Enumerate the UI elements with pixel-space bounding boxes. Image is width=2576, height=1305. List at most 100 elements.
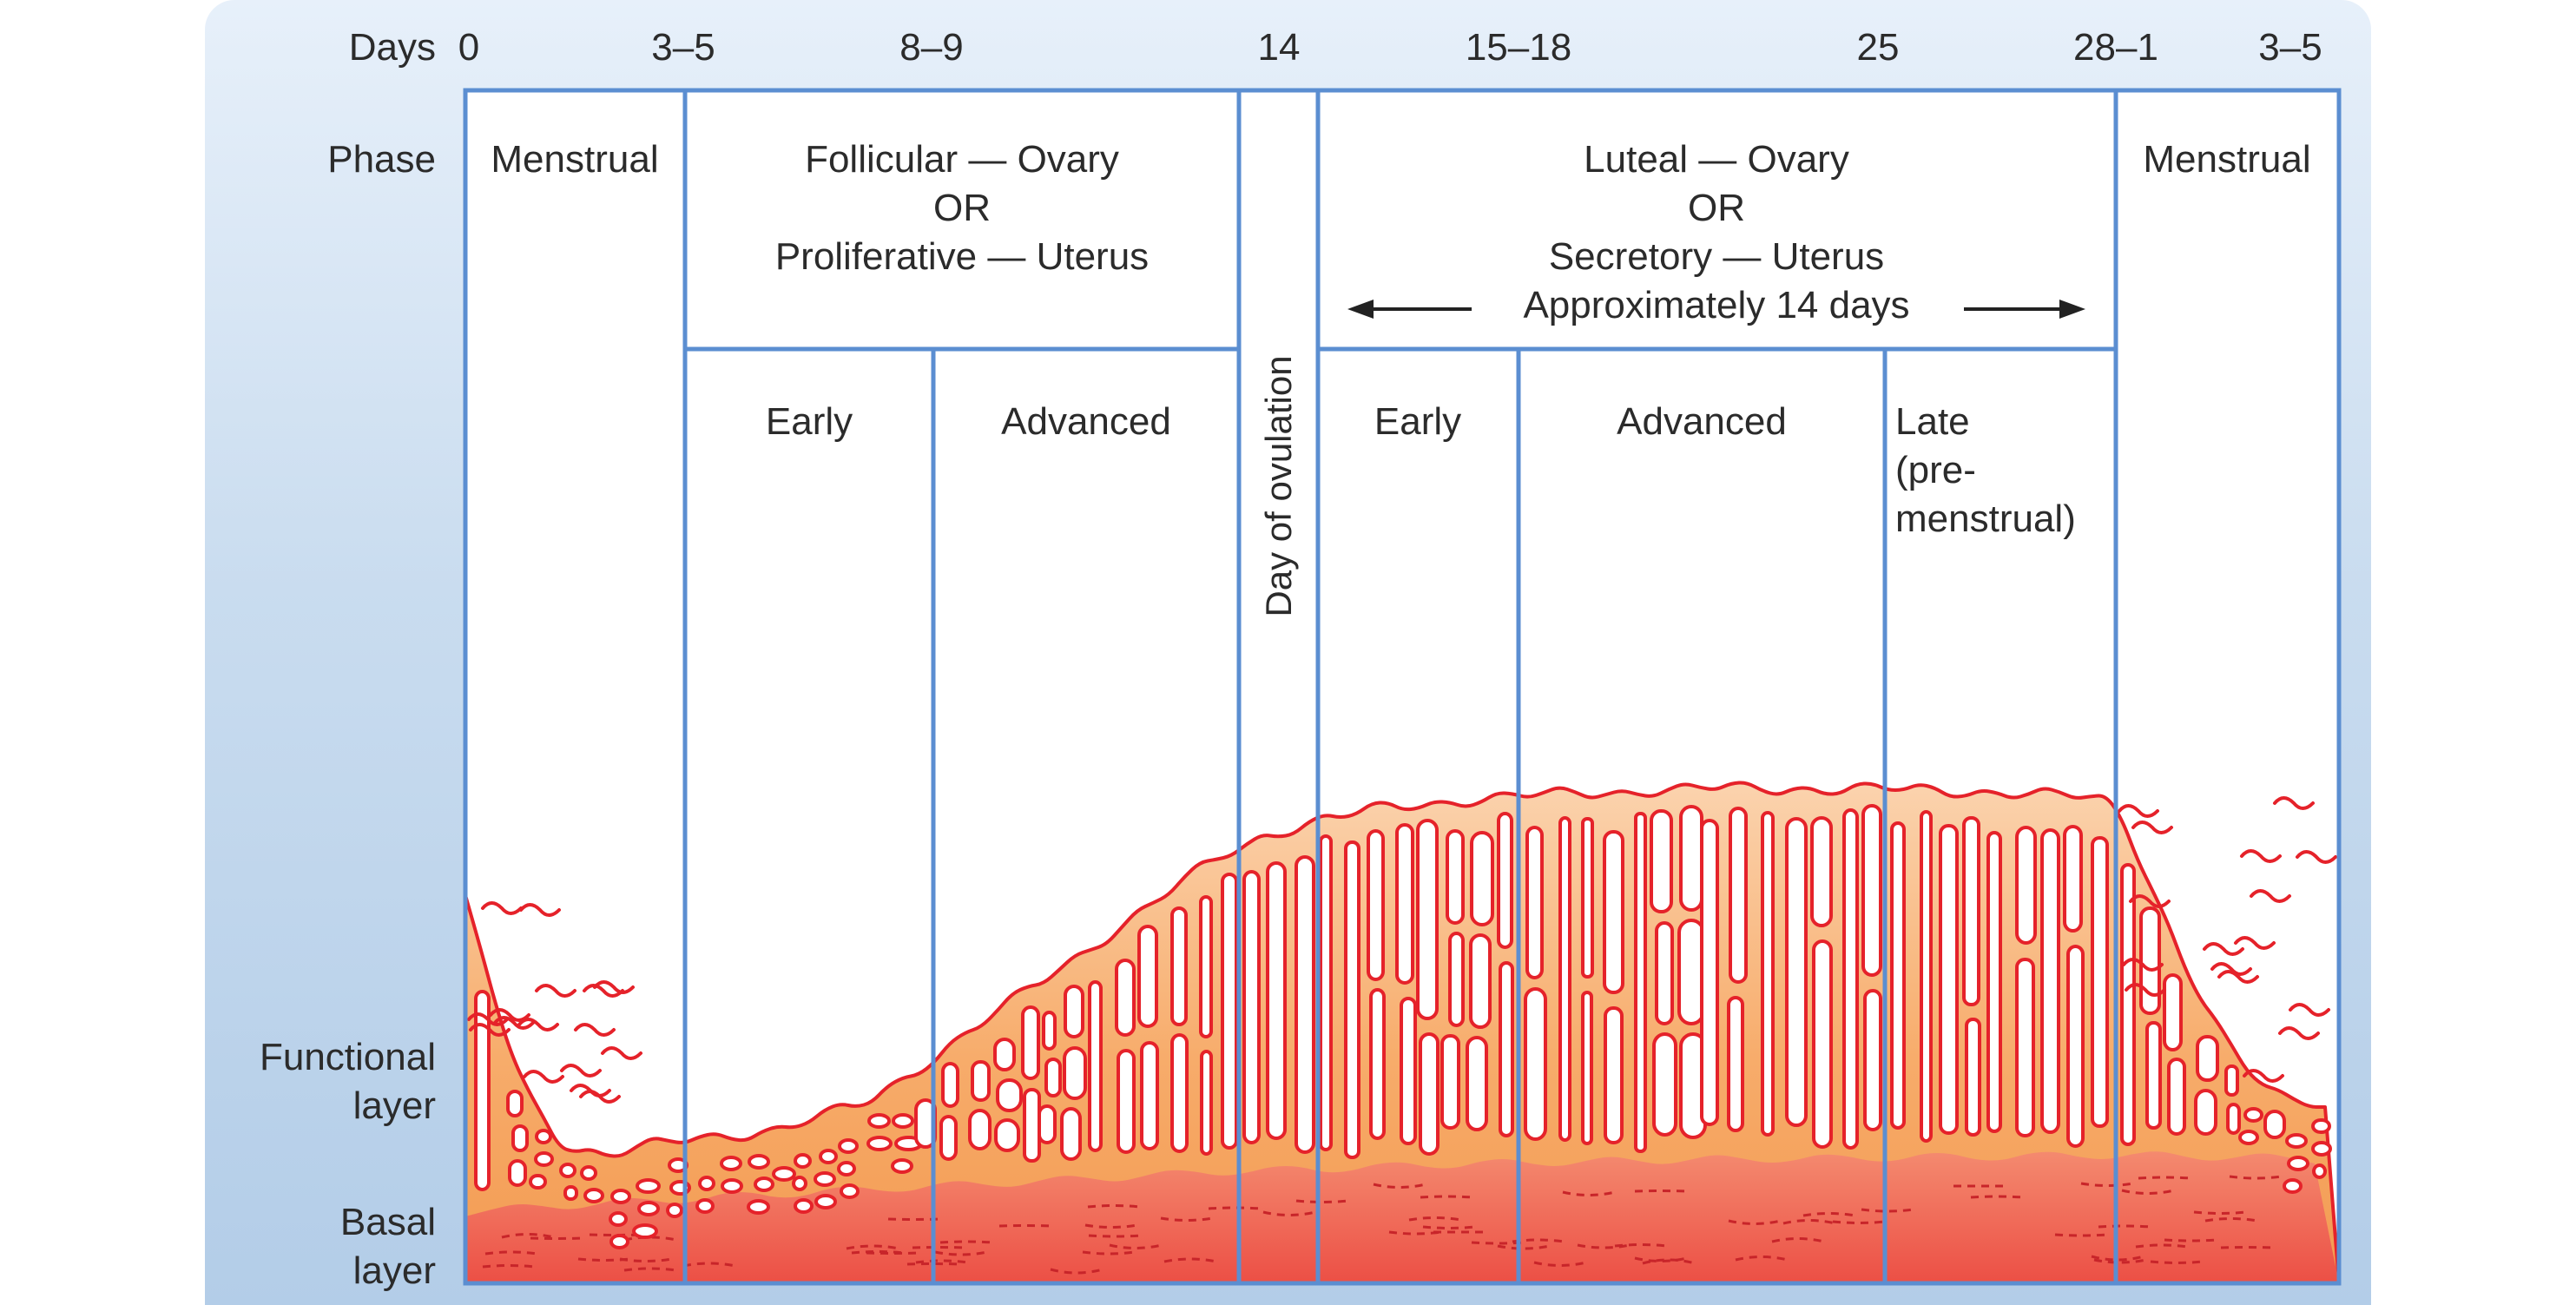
basal-dash — [2135, 1243, 2189, 1249]
gland — [2238, 1130, 2259, 1145]
basal-dash — [2093, 1258, 2147, 1264]
tissue-fragment — [579, 1090, 621, 1104]
tissue-fragment — [2125, 983, 2166, 997]
follicular-early-label: Early — [766, 400, 853, 443]
tissue-fragment — [519, 903, 561, 917]
basal-dash — [623, 1267, 677, 1272]
gland — [1221, 873, 1238, 1150]
gland — [1497, 812, 1513, 949]
basal-dash — [912, 1246, 965, 1249]
gland — [1117, 1049, 1136, 1154]
gland — [1469, 933, 1492, 1029]
duration-arrows — [1347, 300, 2085, 319]
gland — [1367, 829, 1385, 981]
gland — [2224, 1064, 2239, 1097]
gland — [1060, 1107, 1082, 1161]
gland — [1700, 819, 1719, 1126]
functional-layer-label-1: Functional — [260, 1036, 436, 1078]
basal-dash — [1771, 1237, 1825, 1243]
basal-dash — [1373, 1183, 1426, 1189]
day-28-1: 28–1 — [2073, 26, 2158, 69]
gland — [2243, 1107, 2263, 1123]
gland — [1679, 805, 1703, 912]
gland — [580, 1165, 597, 1181]
gland — [1140, 1041, 1159, 1150]
basal-dash — [1050, 1268, 1104, 1275]
basal-dash — [1262, 1210, 1316, 1216]
gland — [2285, 1133, 2308, 1149]
gland — [506, 1090, 524, 1117]
gland — [1785, 817, 1808, 1127]
gland — [1524, 987, 1547, 1141]
gland — [1986, 831, 2002, 1133]
gland — [754, 1176, 774, 1192]
gland — [2015, 958, 2035, 1137]
basal-dash — [1084, 1223, 1138, 1229]
gland — [1295, 855, 1315, 1154]
gland — [1558, 816, 1571, 1142]
ovulation-label: Day of ovulation — [1258, 355, 1299, 616]
basal-dash — [619, 1257, 673, 1262]
menstrual-phase-start: Menstrual — [491, 138, 658, 181]
phase-grid — [463, 88, 2342, 1286]
basal-dash — [2098, 1224, 2151, 1229]
tissue-fragment — [2243, 1069, 2284, 1083]
gland — [1200, 1050, 1213, 1156]
gland — [1581, 817, 1594, 979]
gland — [2063, 825, 2083, 933]
basal-dash — [1861, 1208, 1914, 1213]
gland — [1170, 906, 1188, 1026]
luteal-late-label-2: (pre- — [1895, 449, 1976, 491]
gland — [1727, 996, 1744, 1132]
uterine-glands — [474, 804, 2332, 1249]
gland — [1446, 829, 1465, 925]
functional-layer-label-2: layer — [353, 1084, 436, 1127]
basal-dash — [2220, 1246, 2274, 1249]
gland — [1962, 816, 1980, 1006]
shedding-fragments — [467, 796, 2337, 1104]
basal-dash — [501, 1233, 555, 1239]
basal-dash — [1832, 1220, 1886, 1224]
gland — [2145, 1021, 2162, 1130]
basal-dash — [1802, 1212, 1856, 1217]
gland — [792, 1176, 807, 1191]
gland — [511, 1124, 529, 1152]
basal-dash — [998, 1224, 1052, 1228]
gland — [1369, 988, 1386, 1140]
tissue-fragment — [583, 984, 624, 998]
gland — [772, 1166, 796, 1182]
gland — [474, 990, 491, 1191]
basal-layer-label-2: layer — [353, 1249, 436, 1292]
gland — [2040, 828, 2060, 1134]
basal-dash — [682, 1262, 736, 1268]
gland — [666, 1203, 683, 1218]
luteal-ovary-label: Luteal — Ovary — [1584, 138, 1849, 181]
gland — [814, 1194, 837, 1209]
basal-dash — [846, 1244, 899, 1250]
basal-dash — [1728, 1219, 1782, 1225]
day-25: 25 — [1857, 26, 1900, 69]
tissue-fragment — [2296, 850, 2337, 864]
basal-dash — [2138, 1176, 2191, 1180]
gland — [1920, 810, 1933, 1143]
gland — [2015, 826, 2037, 945]
secretory-uterus-label: Secretory — Uterus — [1549, 235, 1884, 278]
gland — [1266, 861, 1287, 1140]
basal-dash — [484, 1250, 538, 1256]
gland — [1939, 824, 1959, 1135]
follicular-advanced-label: Advanced — [1001, 400, 1171, 443]
gland — [1170, 1033, 1189, 1153]
tissue-fragment — [493, 1016, 535, 1030]
day-15-18: 15–18 — [1466, 26, 1571, 69]
gland — [2120, 863, 2136, 1146]
gland — [1319, 834, 1333, 1151]
gland — [1634, 812, 1647, 1153]
gland — [866, 1136, 893, 1151]
tissue-fragment — [2118, 804, 2159, 818]
gland — [1395, 823, 1414, 985]
basal-layer-label-1: Basal — [340, 1201, 436, 1243]
basal-dash — [1735, 1256, 1789, 1262]
gland — [559, 1163, 576, 1178]
gland — [698, 1176, 715, 1191]
gland — [941, 1062, 959, 1108]
